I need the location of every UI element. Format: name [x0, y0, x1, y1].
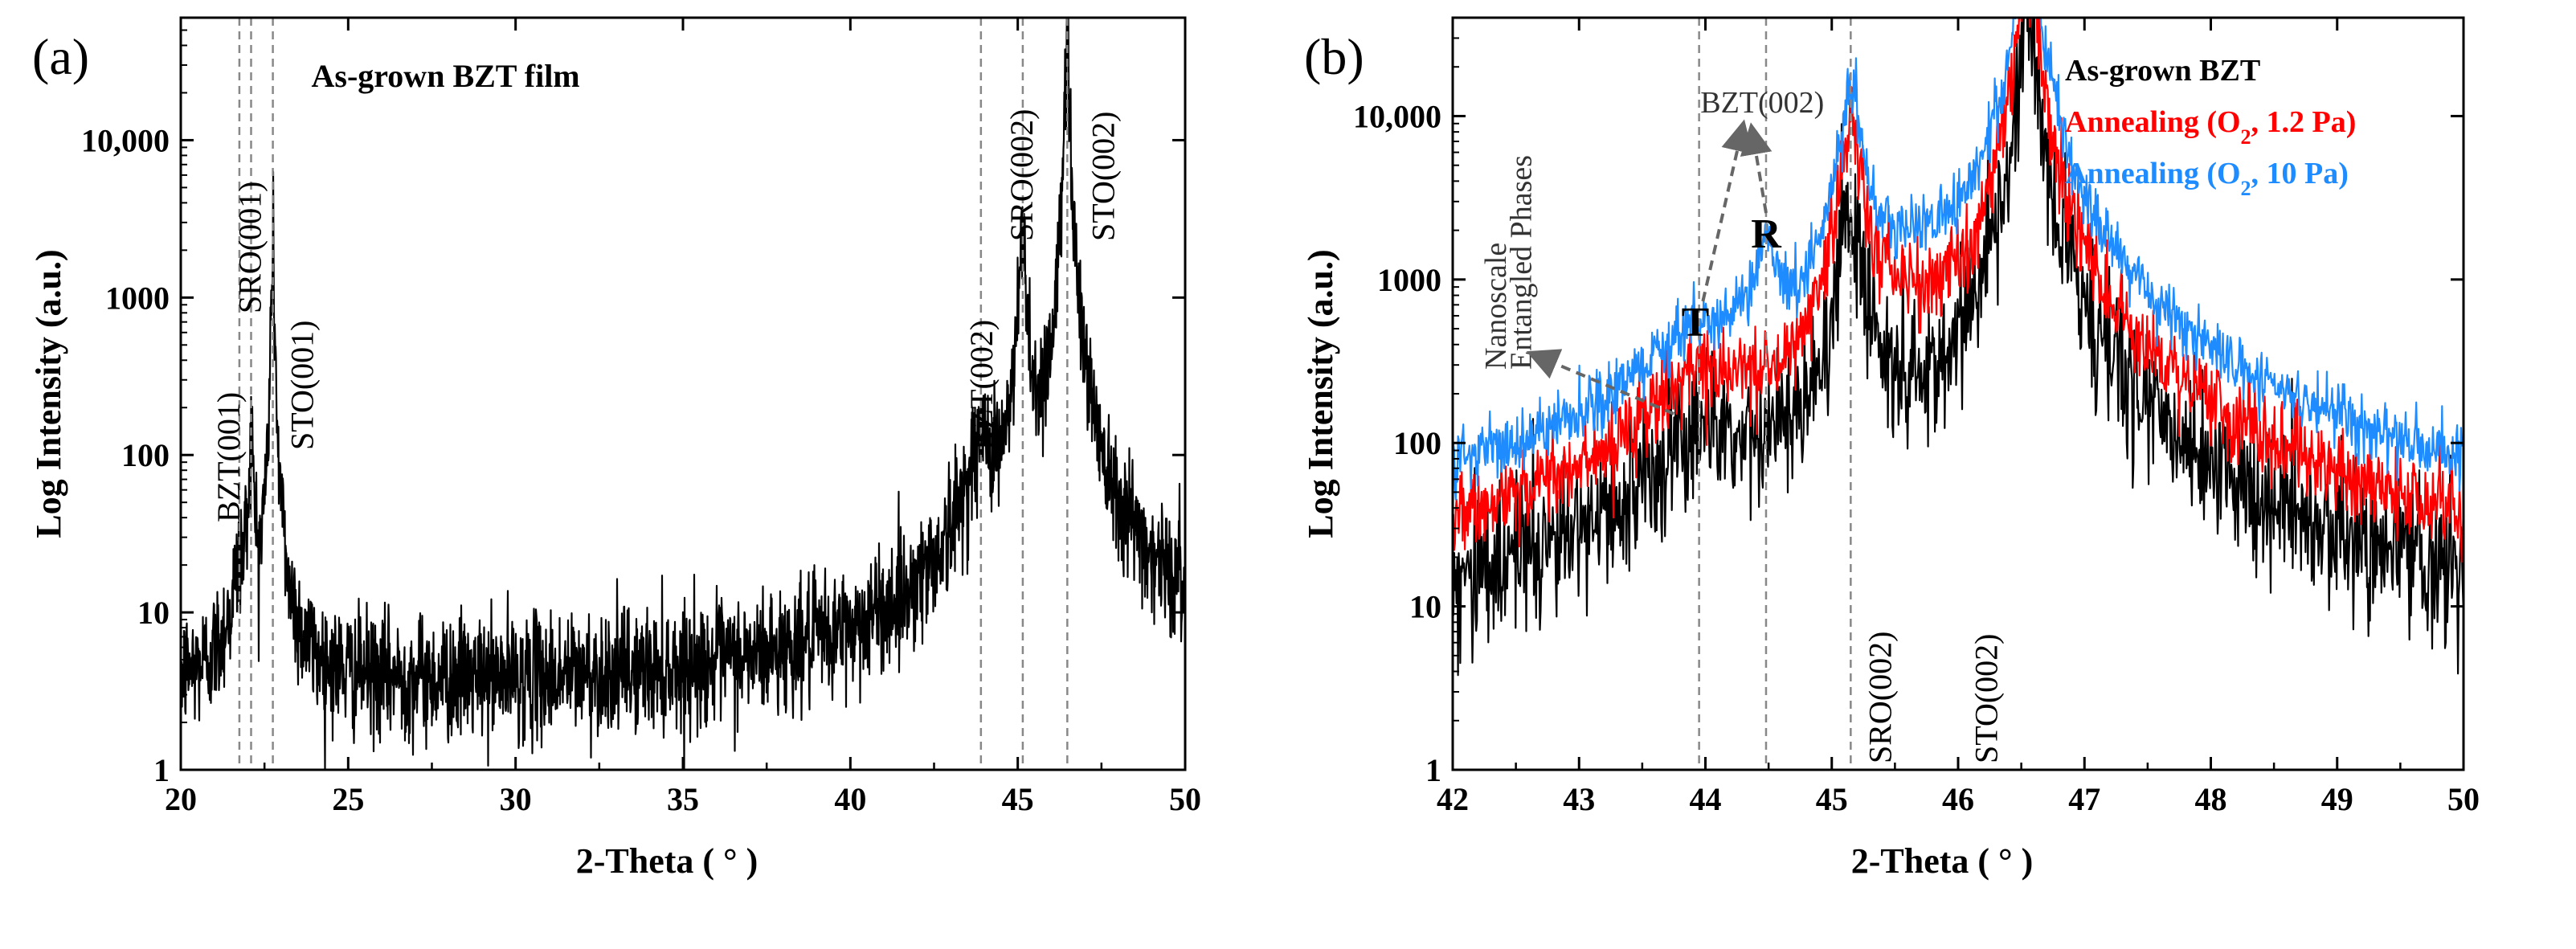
panel-b: 42 43 44 45 46 47 48 49 50 1 10 100 1000 10,000 2-Thet… [1301, 16, 2480, 881]
y-tick-label: 1 [1425, 752, 1441, 788]
legend-suffix: , 10 Pa) [2251, 157, 2349, 190]
x-axis-unit: ( ° ) [702, 841, 758, 881]
traces [1453, 18, 2464, 677]
x-tick-label: 35 [667, 781, 699, 817]
y-tick-label: 10,000 [81, 122, 170, 158]
x-axis-title: 2-Theta ( ° ) [1851, 841, 2034, 881]
panel-label: (a) [32, 28, 89, 85]
x-tick-label: 44 [1690, 781, 1722, 817]
phase-label-r: R [1751, 211, 1782, 257]
annotation-entangled: Entangled Phases [1504, 155, 1538, 370]
x-tick-label: 50 [1169, 781, 1201, 817]
y-tick-label: 1000 [105, 280, 170, 316]
x-tick-label: 30 [500, 781, 532, 817]
y-tick-label: 10,000 [1353, 98, 1441, 134]
series-line-1 [181, 18, 1185, 770]
x-tick-label: 45 [1816, 781, 1848, 817]
annotation-nanoscale: Nanoscale [1479, 243, 1513, 370]
panel-title: As-grown BZT film [312, 58, 580, 94]
series-line-3 [1453, 18, 2464, 501]
y-axis-title: Log Intensity (a.u.) [29, 249, 68, 538]
x-tick-label: 42 [1437, 781, 1469, 817]
y-tick-label: 100 [121, 437, 170, 473]
x-tick-label: 45 [1002, 781, 1034, 817]
legend-subscript: 2 [2241, 177, 2251, 200]
traces [181, 18, 1185, 770]
peak-label-sto001: STO(001) [284, 321, 321, 450]
peak-label-sro002: SRO(002) [1862, 632, 1898, 763]
x-tick-label: 25 [332, 781, 364, 817]
arrow-t-to-bzt002 [1701, 119, 1753, 302]
peak-label-sto002: STO(002) [1085, 112, 1121, 241]
y-tick-label: 1000 [1377, 262, 1441, 298]
x-tick-label: 48 [2195, 781, 2227, 817]
peak-label-sto002: STO(002) [1968, 634, 2004, 763]
x-tick-label: 50 [2447, 781, 2480, 817]
peak-label-sro001: SRO(001) [232, 182, 268, 313]
x-tick-label: 43 [1563, 781, 1595, 817]
panel-label: (b) [1304, 28, 1364, 85]
legend-subscript: 2 [2241, 125, 2251, 149]
x-tick-label: 20 [165, 781, 197, 817]
peak-label-sro002: SRO(002) [1004, 109, 1040, 241]
legend-label-3: Annealing (O2, 10 Pa) [2065, 157, 2349, 200]
y-axis-title: Log Intensity (a.u.) [1301, 249, 1340, 538]
legend-label-1: As-grown BZT [2065, 54, 2260, 88]
y-tick-label: 100 [1393, 425, 1441, 461]
x-tick-label: 40 [834, 781, 866, 817]
peak-label-bzt002: BZT(002) [963, 320, 1000, 450]
phase-label-t: T [1682, 300, 1710, 346]
y-tick-label: 1 [153, 752, 170, 788]
series-line-2 [1453, 18, 2464, 563]
x-tick-label: 49 [2321, 781, 2353, 817]
peak-label-bzt001: BZT(001) [211, 392, 247, 522]
x-tick-label: 46 [1942, 781, 1974, 817]
legend-suffix: , 1.2 Pa) [2251, 105, 2357, 139]
y-tick-label: 10 [1409, 589, 1441, 625]
x-axis-unit: ( ° ) [1977, 841, 2033, 881]
panel-a: 20 25 30 35 40 45 50 1 10 100 1000 10,000 2-Theta ( … [29, 16, 1201, 881]
x-axis-title: 2-Theta ( ° ) [576, 841, 758, 881]
legend-label-2: Annealing (O2, 1.2 Pa) [2065, 105, 2356, 149]
arrow-t-to-nanoscale [1526, 349, 1674, 415]
y-tick-label: 10 [137, 595, 170, 631]
annotation-bzt002: BZT(002) [1700, 86, 1824, 120]
x-tick-label: 47 [2068, 781, 2100, 817]
series-line-1 [1453, 18, 2464, 677]
arrow-r-to-bzt002 [1740, 122, 1773, 214]
